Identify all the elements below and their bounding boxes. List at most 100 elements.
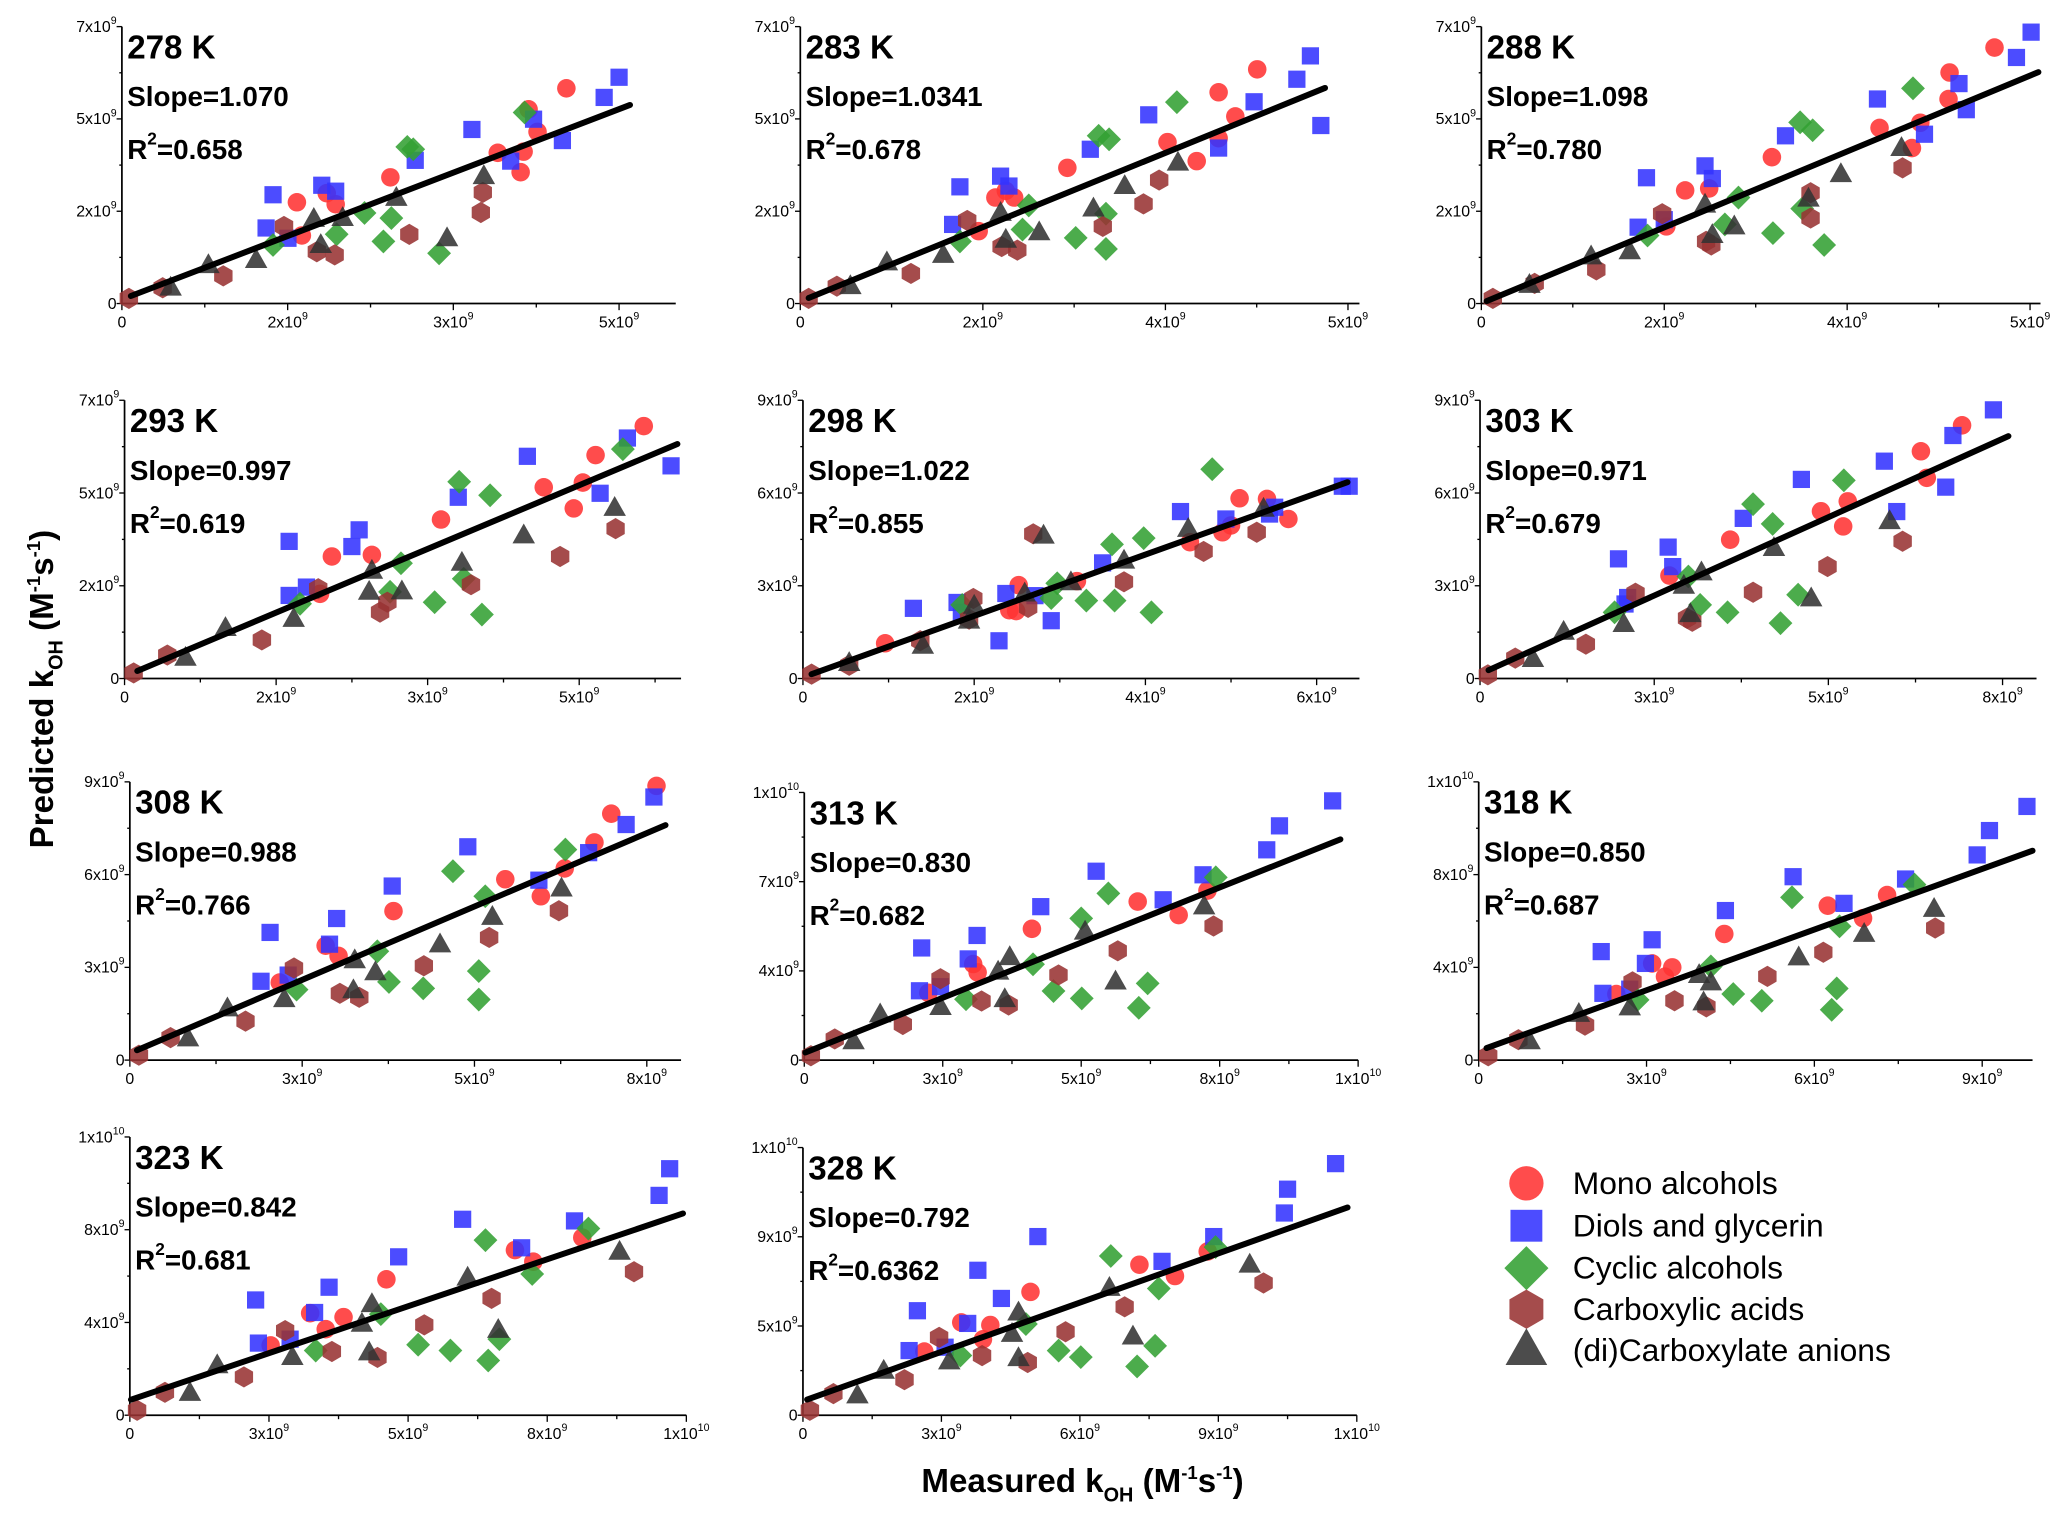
fit-line (802, 836, 1344, 1056)
point-mono (634, 416, 654, 436)
x-tick-label: 5x109 (559, 685, 599, 706)
point-acids (972, 990, 991, 1012)
x-tick-label: 3x109 (282, 1067, 322, 1088)
x-tick-label-exp: 9 (988, 685, 994, 697)
y-tick-label-exp: 9 (113, 389, 119, 401)
legend-item-acids: Carboxylic acids (1509, 1289, 1804, 1329)
point-anions (390, 579, 414, 600)
point-anions (244, 248, 268, 268)
point-anions (1762, 536, 1786, 556)
y-tick-label: 2x109 (755, 200, 795, 221)
point-cyclic (1063, 225, 1088, 250)
y-tick-label-base: 7x10 (79, 393, 114, 410)
y-tick-label-exp: 10 (113, 1125, 125, 1137)
point-anions (1176, 516, 1200, 537)
y-tick-label-exp: 9 (1469, 389, 1475, 401)
x-tick-label-exp: 9 (1362, 310, 1368, 322)
point-diols (959, 950, 977, 968)
y-tick-label-exp: 9 (119, 1311, 125, 1323)
x-tick-label-base: 3x10 (923, 1071, 958, 1088)
x-tick-label-base: 6x10 (1060, 1426, 1095, 1443)
x-tick-label-exp: 9 (290, 685, 296, 697)
y-tick-label: 3x109 (84, 956, 124, 977)
point-diols (328, 909, 346, 928)
r2-prefix: R (1484, 889, 1504, 920)
x-axis-label-s: s (1198, 1463, 1216, 1500)
slope-label: Slope=0.850 (1484, 836, 1646, 867)
r2-exp: 2 (830, 894, 840, 914)
y-tick-label-exp: 9 (1470, 15, 1476, 27)
x-tick-label-base: 1x10 (1334, 1426, 1369, 1443)
point-diols (1258, 841, 1276, 859)
y-tick-label: 0 (790, 1052, 799, 1069)
point-cyclic (422, 590, 447, 615)
point-cyclic (1069, 986, 1094, 1011)
point-acids (1108, 940, 1127, 962)
point-diols (463, 120, 481, 139)
point-diols (968, 926, 986, 945)
point-anions (342, 978, 365, 999)
y-tick-label-base: 3x10 (1434, 578, 1469, 595)
y-tick-label: 7x109 (79, 389, 119, 410)
r2-prefix: R (130, 508, 150, 539)
point-mono (1985, 38, 2004, 57)
y-tick-label-exp: 9 (1467, 956, 1473, 968)
point-diols (610, 68, 628, 86)
x-tick-label: 2x109 (256, 685, 296, 706)
point-mono (531, 886, 551, 906)
point-anions (1787, 945, 1810, 966)
y-tick-label-base: 3x10 (84, 960, 119, 977)
point-acids (1114, 571, 1134, 593)
x-tick-label-base: 9x10 (1198, 1426, 1233, 1443)
point-anions (1618, 239, 1642, 260)
point-anions (842, 1029, 865, 1050)
y-tick-label: 8x109 (1433, 863, 1473, 884)
point-diols (257, 219, 275, 237)
point-anions (1113, 174, 1136, 194)
y-tick-label-base: 0 (116, 1052, 125, 1069)
x-tick-label: 5x109 (454, 1067, 494, 1088)
y-tick-label-base: 0 (1465, 1052, 1474, 1069)
y-tick-label-base: 8x10 (1433, 867, 1468, 884)
point-mono (1058, 158, 1077, 178)
x-tick-label: 5x109 (1808, 685, 1848, 706)
point-cyclic (476, 1348, 501, 1373)
point-anions (929, 995, 952, 1016)
x-tick-label-base: 0 (125, 1426, 134, 1443)
point-mono (1187, 151, 1206, 171)
x-tick-label-exp: 9 (1679, 310, 1685, 322)
point-anions (603, 496, 626, 516)
y-axis-label-exp2: -1 (23, 541, 44, 558)
y-tick-label-base: 5x10 (79, 485, 114, 502)
x-tick-label-exp: 9 (593, 685, 599, 697)
point-diols (1875, 452, 1893, 470)
point-diols (617, 815, 635, 834)
y-axis-label-sub: OH (45, 640, 67, 670)
point-acids (234, 1366, 254, 1388)
r2-label: R2=0.855 (808, 502, 924, 539)
point-diols (1703, 169, 1721, 188)
point-anions (1618, 995, 1642, 1016)
point-anions (1692, 990, 1715, 1011)
y-tick-label: 0 (110, 671, 119, 688)
y-tick-label: 2x109 (76, 200, 116, 221)
point-anions (1723, 214, 1746, 235)
x-tick-label-exp: 9 (633, 310, 639, 322)
x-tick-label: 5x109 (1328, 310, 1368, 331)
point-acids (1623, 971, 1642, 993)
y-tick-label-exp: 9 (792, 574, 798, 586)
point-mono (557, 79, 576, 98)
x-tick-label: 3x109 (1626, 1067, 1666, 1088)
point-cyclic (1146, 1276, 1171, 1301)
point-acids (236, 1010, 255, 1032)
x-tick-label: 3x109 (407, 685, 447, 706)
y-tick-label-base: 1x10 (1427, 774, 1462, 791)
point-anions (357, 1340, 381, 1361)
y-tick-label-base: 4x10 (84, 1315, 119, 1332)
point-mono (601, 804, 621, 823)
point-mono (564, 499, 584, 518)
point-diols (908, 1302, 927, 1320)
x-tick-label-base: 8x10 (1982, 689, 2017, 706)
point-anions (357, 579, 381, 600)
